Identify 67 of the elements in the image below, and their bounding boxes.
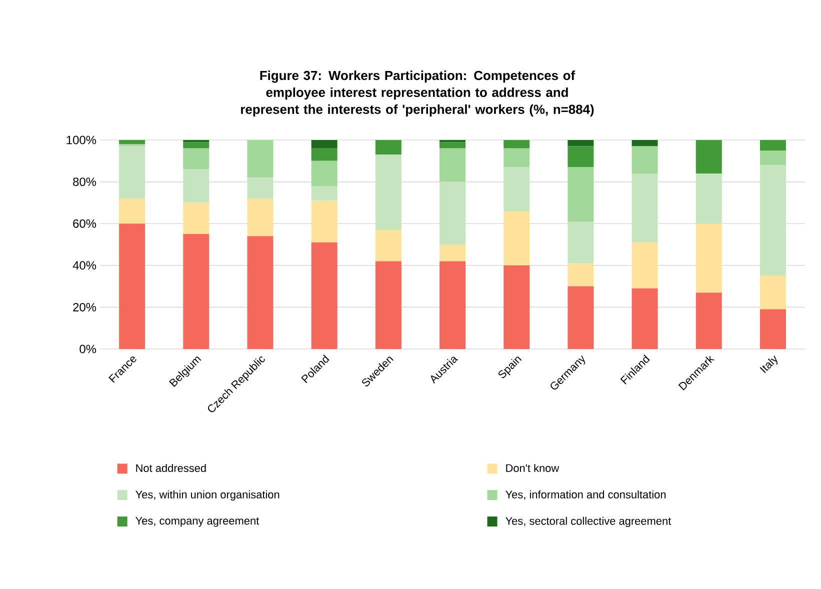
bar bbox=[568, 167, 594, 222]
y-tick-label: 20% bbox=[73, 302, 96, 312]
bar bbox=[568, 286, 594, 349]
bar bbox=[632, 140, 658, 146]
bar bbox=[247, 236, 274, 349]
x-tick-label: Italy bbox=[760, 356, 778, 374]
bar bbox=[632, 146, 658, 174]
bar bbox=[440, 182, 466, 244]
bar bbox=[247, 198, 274, 236]
bar bbox=[119, 146, 146, 199]
bar bbox=[760, 276, 786, 310]
bar bbox=[440, 148, 466, 182]
y-tick-label: 60% bbox=[73, 219, 96, 228]
bar bbox=[504, 265, 530, 349]
bar bbox=[375, 230, 402, 262]
bar bbox=[760, 165, 786, 276]
bar bbox=[696, 292, 722, 349]
bar bbox=[760, 140, 786, 150]
bar bbox=[440, 142, 466, 148]
bar bbox=[504, 167, 530, 212]
bar bbox=[440, 244, 466, 262]
legend-label: Yes, company agreement bbox=[136, 517, 260, 527]
bar bbox=[696, 224, 722, 293]
legend-label: Yes, within union organisation bbox=[136, 490, 280, 501]
bar bbox=[632, 242, 658, 288]
bar bbox=[568, 222, 594, 264]
bar bbox=[375, 154, 402, 230]
bar bbox=[568, 140, 594, 146]
bar bbox=[311, 160, 338, 186]
bar bbox=[183, 142, 210, 148]
bar bbox=[311, 148, 338, 161]
bar bbox=[632, 288, 658, 349]
bar bbox=[119, 140, 146, 144]
y-tick-label: 40% bbox=[72, 261, 96, 270]
bar bbox=[183, 234, 210, 349]
bar bbox=[568, 146, 594, 168]
legend-label: Not addressed bbox=[136, 464, 206, 472]
bar bbox=[375, 140, 402, 155]
bar bbox=[119, 224, 146, 349]
bar bbox=[760, 309, 786, 349]
bar bbox=[568, 263, 594, 286]
bar bbox=[504, 140, 530, 148]
bar bbox=[760, 150, 786, 166]
y-tick-label: 80% bbox=[73, 178, 96, 186]
bar bbox=[247, 178, 274, 199]
bar bbox=[183, 148, 210, 170]
legend-label: Yes, information and consultation bbox=[506, 490, 666, 500]
bar bbox=[440, 261, 466, 349]
bar bbox=[311, 242, 338, 349]
bar bbox=[504, 211, 530, 266]
y-tick-label: 0% bbox=[80, 344, 96, 354]
bar bbox=[247, 140, 274, 178]
bar bbox=[504, 148, 530, 168]
y-tick-label: 100% bbox=[66, 136, 96, 144]
bar bbox=[311, 140, 338, 148]
bar bbox=[375, 261, 402, 349]
bar bbox=[183, 202, 210, 234]
bar bbox=[696, 140, 722, 174]
bar bbox=[696, 173, 722, 224]
bar bbox=[311, 200, 338, 242]
chart-title: Figure 37: Workers Participation: Competences of employee interest representation to address and represent the interests of 'peripheral' workers (%, n=884) bbox=[241, 70, 594, 116]
bar bbox=[183, 169, 210, 203]
legend-label: Yes, sectoral collective agreement bbox=[506, 516, 672, 528]
legend-label: Don't know bbox=[506, 464, 560, 472]
bar bbox=[119, 198, 146, 224]
bar bbox=[632, 173, 658, 242]
bar bbox=[311, 186, 338, 201]
